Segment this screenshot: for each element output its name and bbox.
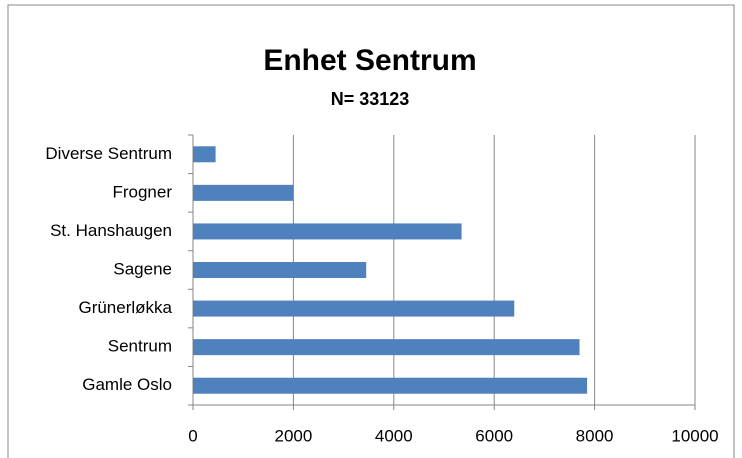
x-tick-label: 8000 — [576, 426, 614, 445]
y-tick-label: Sagene — [113, 259, 172, 278]
x-tick-label: 4000 — [375, 426, 413, 445]
bar — [193, 146, 216, 163]
bar — [193, 300, 515, 317]
chart-subtitle: N= 33123 — [331, 89, 410, 109]
y-tick-label: Sentrum — [108, 337, 172, 356]
bar — [193, 377, 588, 394]
bar — [193, 223, 462, 240]
x-tick-label: 10000 — [671, 426, 718, 445]
bar — [193, 339, 580, 356]
bar — [193, 184, 294, 201]
x-tick-label: 2000 — [274, 426, 312, 445]
bar — [193, 262, 367, 278]
x-tick-label: 6000 — [475, 426, 513, 445]
y-tick-label: Gamle Oslo — [82, 375, 172, 394]
chart-title: Enhet Sentrum — [263, 44, 476, 77]
y-tick-label: Diverse Sentrum — [45, 144, 172, 163]
y-tick-label: Frogner — [112, 182, 172, 201]
y-tick-label: St. Hanshaugen — [50, 221, 172, 240]
y-tick-label: Grünerløkka — [78, 298, 172, 317]
x-tick-label: 0 — [188, 426, 197, 445]
